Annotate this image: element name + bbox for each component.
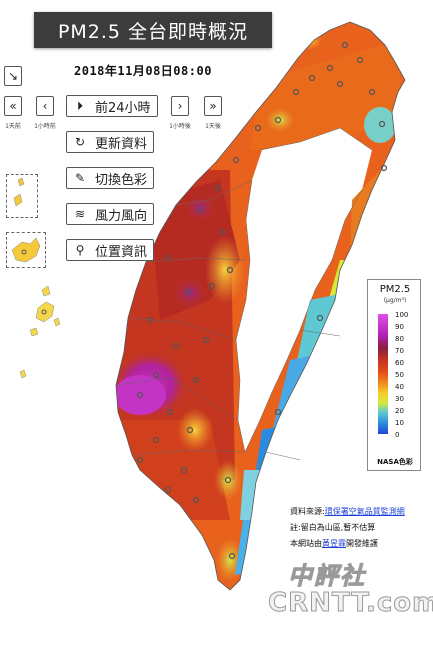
wind-button[interactable]: ≋ 風力風向 xyxy=(66,203,155,225)
source-line-1: 資料來源:環保署空氣品質監測網 xyxy=(290,506,405,517)
paint-brush-icon: ✎ xyxy=(74,171,86,185)
page-title: PM2.5 全台即時概況 xyxy=(34,12,272,48)
arrow-down-right-icon: ↘ xyxy=(7,69,19,83)
legend-tick: 80 xyxy=(395,335,404,343)
legend-tick: 20 xyxy=(395,407,404,415)
timestamp: 2018年11月08日08:00 xyxy=(74,64,212,78)
station-markers xyxy=(136,41,388,560)
matsu-inset-box xyxy=(6,174,38,218)
legend-tick: 60 xyxy=(395,359,404,367)
legend-scheme: NASA色彩 xyxy=(377,458,413,466)
legend-tick: 30 xyxy=(395,395,404,403)
first-label: 1天前 xyxy=(5,123,21,130)
penghu-islands xyxy=(19,285,61,379)
legend-tick: 100 xyxy=(395,311,409,319)
watermark-logo: 中評社 xyxy=(288,562,366,591)
matsu-island xyxy=(13,177,25,207)
double-chevron-left-icon: « xyxy=(9,99,17,113)
play-icon: ⏵ xyxy=(76,98,83,113)
chevron-left-icon: ‹ xyxy=(42,99,48,113)
next-button[interactable]: › xyxy=(171,96,189,116)
refresh-label: 更新資料 xyxy=(95,136,148,152)
legend-tick: 50 xyxy=(395,371,404,379)
chevron-right-icon: › xyxy=(177,99,183,113)
developer-link[interactable]: 黃昱霖 xyxy=(322,539,346,548)
location-button[interactable]: ⚲ 位置資訊 xyxy=(66,239,155,261)
refresh-icon: ↻ xyxy=(74,135,86,149)
location-pin-icon: ⚲ xyxy=(75,243,85,257)
watermark-site: CRNTT.com xyxy=(267,588,433,619)
legend-tick: 90 xyxy=(395,323,404,331)
legend-unit: (μg/m³) xyxy=(383,297,407,304)
prev-label: 1小時前 xyxy=(34,123,56,130)
county-borders xyxy=(115,127,373,461)
wind-label: 風力風向 xyxy=(95,208,148,224)
source-line-3: 本網站由黃昱霖開發維護 xyxy=(290,538,378,549)
next-label: 1小時後 xyxy=(169,123,191,130)
last-button[interactable]: » xyxy=(204,96,222,116)
double-chevron-right-icon: » xyxy=(209,99,217,113)
collapse-button[interactable]: ↘ xyxy=(4,66,22,86)
source-link[interactable]: 環保署空氣品質監測網 xyxy=(324,507,405,516)
legend-tick: 0 xyxy=(395,431,400,439)
kinmen-island xyxy=(11,237,41,263)
last-label: 1天後 xyxy=(205,123,221,130)
first-button[interactable]: « xyxy=(4,96,22,116)
developer-prefix: 本網站由 xyxy=(290,539,322,548)
kinmen-inset-box xyxy=(6,232,46,268)
source-prefix: 資料來源: xyxy=(290,507,325,516)
refresh-button[interactable]: ↻ 更新資料 xyxy=(66,131,155,153)
legend-tick: 70 xyxy=(395,347,404,355)
color-switch-button[interactable]: ✎ 切換色彩 xyxy=(66,167,155,189)
source-line-2: 註:留白為山區,暫不估算 xyxy=(290,523,376,532)
play-24h-button[interactable]: ⏵ 前24小時 xyxy=(66,95,158,117)
developer-suffix: 開發維護 xyxy=(346,539,378,548)
legend-title: PM2.5 xyxy=(379,284,411,295)
prev-button[interactable]: ‹ xyxy=(36,96,54,116)
play-label: 前24小時 xyxy=(95,100,151,116)
legend-color-bar xyxy=(378,314,388,434)
legend-tick: 40 xyxy=(395,383,404,391)
location-label: 位置資訊 xyxy=(95,244,148,260)
legend-tick: 10 xyxy=(395,419,404,427)
wind-icon: ≋ xyxy=(74,207,86,221)
pm25-legend: PM2.5 (μg/m³) 100 90 80 70 60 50 40 30 2… xyxy=(367,279,421,471)
color-label: 切換色彩 xyxy=(95,172,148,188)
